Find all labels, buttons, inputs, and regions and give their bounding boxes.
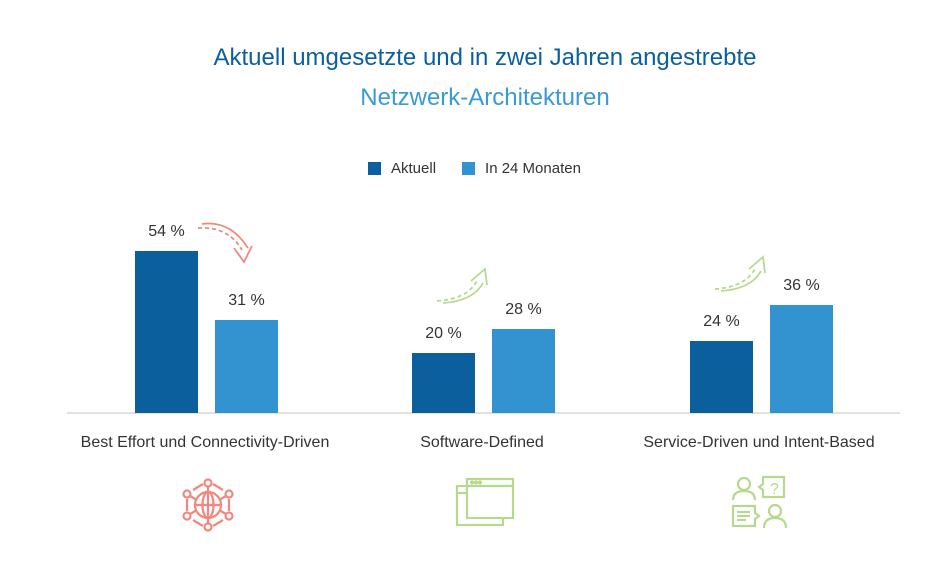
bar-in-24-monaten-service-driven-und-intent-based xyxy=(770,305,833,413)
trend-arrow-up-software-defined xyxy=(436,267,488,304)
value-label-in-24-monaten-software-defined: 28 % xyxy=(505,301,541,318)
bar-aktuell-best-effort-und-connectivity-driven xyxy=(135,251,198,413)
category-label-best-effort-und-connectivity-driven: Best Effort und Connectivity-Driven xyxy=(81,434,330,451)
trend-arrow-down-best-effort-und-connectivity-driven xyxy=(197,222,253,264)
value-label-in-24-monaten-best-effort-und-connectivity-driven: 31 % xyxy=(228,292,264,309)
legend-item-aktuell: Aktuell xyxy=(368,160,436,177)
value-label-aktuell-software-defined: 20 % xyxy=(425,325,461,342)
conversation-question-icon: ? xyxy=(731,475,788,529)
svg-text:?: ? xyxy=(770,481,779,498)
bar-aktuell-software-defined xyxy=(412,353,475,413)
chart-subtitle: Netzwerk-Architekturen xyxy=(360,84,610,111)
trend-arrow-up-service-driven-und-intent-based xyxy=(714,255,766,292)
legend: Aktuell In 24 Monaten xyxy=(368,160,607,177)
chart-title: Aktuell umgesetzte und in zwei Jahren an… xyxy=(213,44,757,71)
value-label-in-24-monaten-service-driven-und-intent-based: 36 % xyxy=(783,277,819,294)
legend-label-24-monaten: In 24 Monaten xyxy=(485,160,581,177)
value-label-aktuell-service-driven-und-intent-based: 24 % xyxy=(703,313,739,330)
legend-swatch-24-monaten xyxy=(462,162,476,175)
bar-aktuell-service-driven-und-intent-based xyxy=(690,341,753,413)
category-label-service-driven-und-intent-based: Service-Driven und Intent-Based xyxy=(643,434,874,451)
value-label-aktuell-best-effort-und-connectivity-driven: 54 % xyxy=(148,223,184,240)
bar-in-24-monaten-software-defined xyxy=(492,329,555,413)
legend-swatch-aktuell xyxy=(368,162,381,175)
browser-windows-icon xyxy=(455,477,515,527)
legend-item-24-monaten: In 24 Monaten xyxy=(462,160,581,177)
category-label-software-defined: Software-Defined xyxy=(420,434,544,451)
bar-in-24-monaten-best-effort-und-connectivity-driven xyxy=(215,320,278,413)
network-globe-icon xyxy=(182,478,234,532)
legend-label-aktuell: Aktuell xyxy=(391,160,437,177)
